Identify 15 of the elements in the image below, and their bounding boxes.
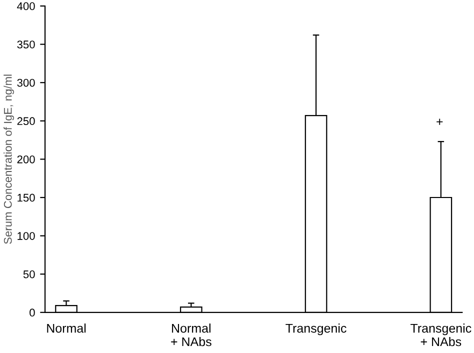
y-tick-label: 50: [23, 270, 35, 278]
y-tick-label: 150: [18, 194, 35, 202]
y-axis-title: Serum Concentration of IgE, ng/ml: [4, 74, 14, 244]
x-tick-label: Normal + NAbs: [171, 324, 212, 346]
x-tick-label: Transgenic + NAbs: [410, 324, 472, 346]
y-tick-label: 400: [17, 2, 35, 10]
annotation: +: [436, 118, 443, 125]
y-tick-label: 250: [17, 117, 35, 126]
y-tick-label: 300: [17, 78, 35, 87]
y-tick-label: 350: [17, 40, 35, 48]
y-tick-label: 100: [18, 232, 35, 240]
y-tick-label: 0: [30, 308, 35, 317]
x-tick-label: Transgenic: [286, 324, 346, 336]
y-tick-label: 200: [17, 155, 35, 164]
x-tick-label: Normal: [47, 324, 86, 333]
